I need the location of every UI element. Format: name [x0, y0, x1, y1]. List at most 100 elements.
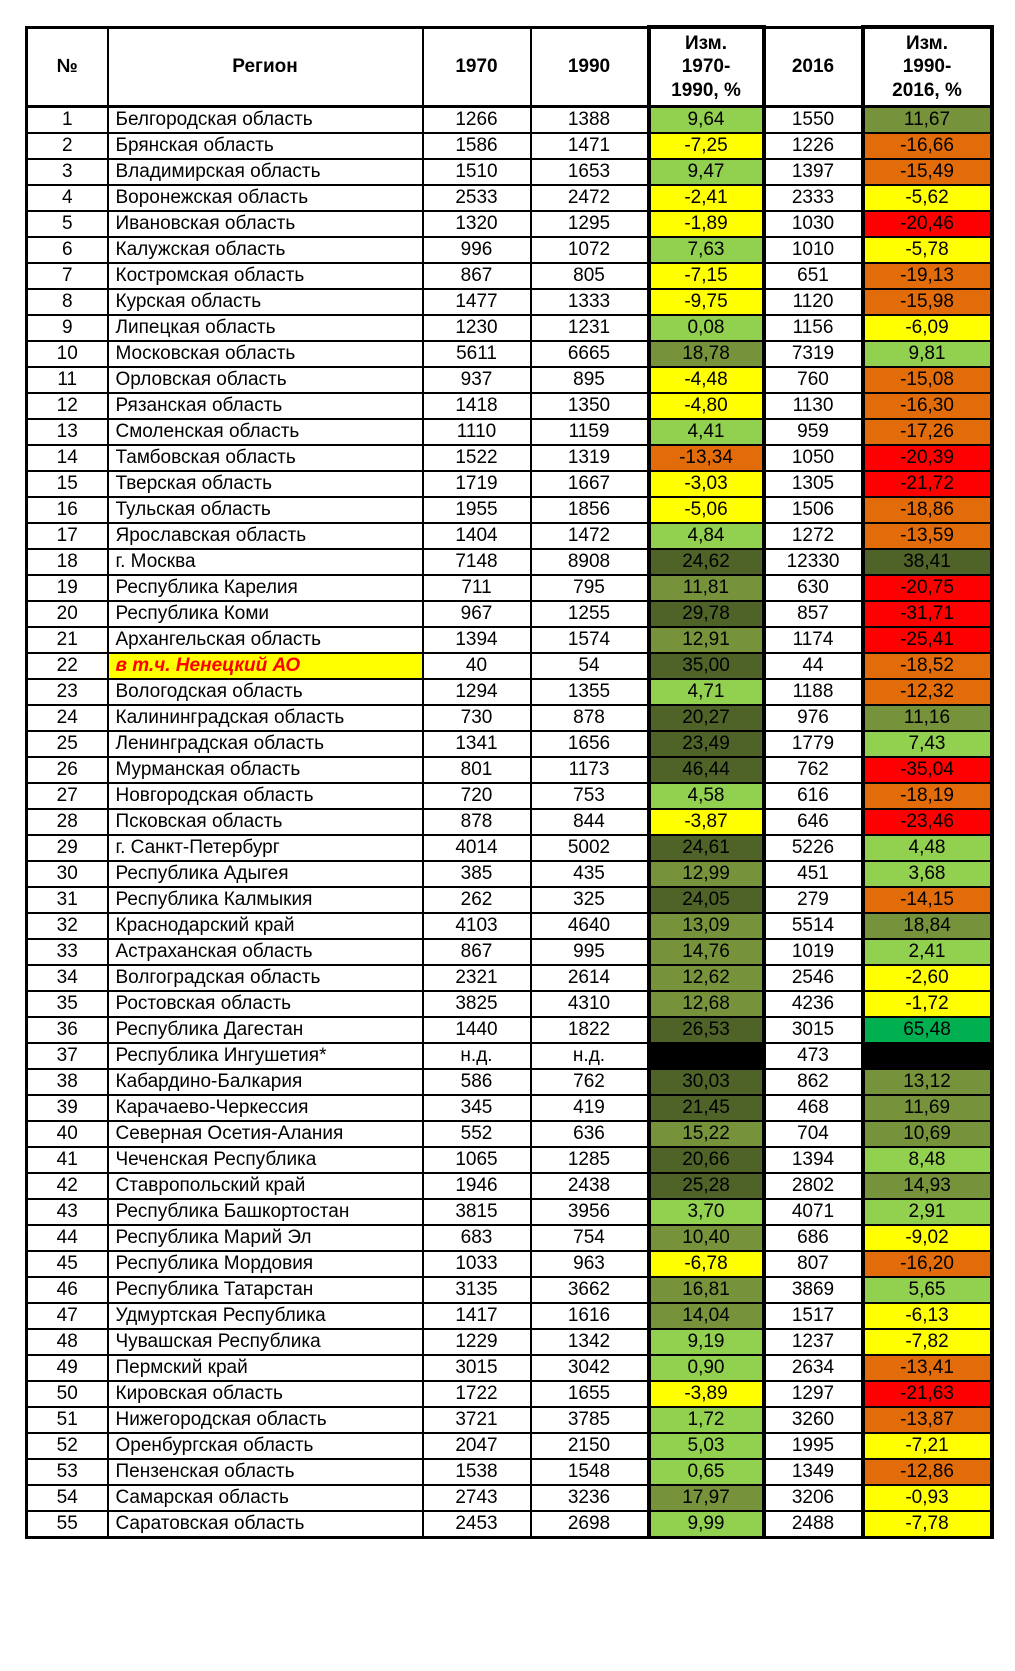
cell-chg-1970-1990: 24,62 [646, 548, 766, 576]
cell-chg-1990-2016: -16,66 [860, 132, 994, 160]
cell-region: Воронежская область [106, 184, 424, 212]
table-row: 26 Мурманская область 801 1173 46,44 762 -35,0… [25, 756, 994, 784]
table-row: 7 Костромская область 867 805 -7,15 651 -19,13 [25, 262, 994, 290]
table-row: 23 Вологодская область 1294 1355 4,71 1188 -12… [25, 678, 994, 706]
cell-chg-1990-2016 [860, 1042, 994, 1070]
cell-1970: 1946 [421, 1172, 532, 1200]
cell-chg-1990-2016: 38,41 [860, 548, 994, 576]
cell-1990: 2472 [529, 184, 650, 212]
cell-chg-1970-1990: 10,40 [646, 1224, 766, 1252]
cell-region: Архангельская область [106, 626, 424, 654]
cell-1990: 1350 [529, 392, 650, 420]
cell-1990: 1355 [529, 678, 650, 706]
cell-chg-1990-2016: -6,09 [860, 314, 994, 342]
cell-num: 46 [25, 1276, 109, 1304]
column-header-chg-1970-1990: Изм. 1970- 1990, % [646, 25, 766, 108]
table-row: 25 Ленинградская область 1341 1656 23,49 1779… [25, 730, 994, 758]
cell-num: 33 [25, 938, 109, 966]
cell-1970: 5611 [421, 340, 532, 368]
cell-chg-1990-2016: 18,84 [860, 912, 994, 940]
cell-region: Самарская область [106, 1484, 424, 1512]
cell-1970: 867 [421, 938, 532, 966]
cell-1990: 1616 [529, 1302, 650, 1330]
table-row: 27 Новгородская область 720 753 4,58 616 -18,1… [25, 782, 994, 810]
cell-chg-1970-1990: 16,81 [646, 1276, 766, 1304]
cell-2016: 1397 [762, 158, 864, 186]
cell-chg-1990-2016: 2,41 [860, 938, 994, 966]
cell-chg-1970-1990: 4,41 [646, 418, 766, 446]
cell-chg-1990-2016: -12,32 [860, 678, 994, 706]
cell-region: Республика Ингушетия* [106, 1042, 424, 1070]
cell-num: 47 [25, 1302, 109, 1330]
cell-num: 5 [25, 210, 109, 238]
cell-1970: 1229 [421, 1328, 532, 1356]
cell-chg-1990-2016: -2,60 [860, 964, 994, 992]
cell-2016: 1010 [762, 236, 864, 264]
cell-num: 2 [25, 132, 109, 160]
cell-1990: 844 [529, 808, 650, 836]
cell-1970: 345 [421, 1094, 532, 1122]
cell-chg-1970-1990: 9,99 [646, 1510, 766, 1539]
cell-2016: 686 [762, 1224, 864, 1252]
table-row: 11 Орловская область 937 895 -4,48 760 -15,08 [25, 366, 994, 394]
cell-chg-1970-1990: -13,34 [646, 444, 766, 472]
cell-chg-1970-1990: 20,66 [646, 1146, 766, 1174]
cell-2016: 44 [762, 652, 864, 680]
cell-chg-1970-1990: 5,03 [646, 1432, 766, 1460]
cell-1970: 1404 [421, 522, 532, 550]
cell-2016: 5514 [762, 912, 864, 940]
cell-1990: 3956 [529, 1198, 650, 1226]
cell-num: 24 [25, 704, 109, 732]
cell-region: Курская область [106, 288, 424, 316]
cell-chg-1990-2016: -13,59 [860, 522, 994, 550]
cell-1970: 878 [421, 808, 532, 836]
cell-num: 52 [25, 1432, 109, 1460]
cell-1990: 5002 [529, 834, 650, 862]
table-row: 3 Владимирская область 1510 1653 9,47 1397 -15… [25, 158, 994, 186]
cell-2016: 3015 [762, 1016, 864, 1044]
cell-chg-1990-2016: 14,93 [860, 1172, 994, 1200]
cell-2016: 1995 [762, 1432, 864, 1460]
cell-chg-1990-2016: -5,78 [860, 236, 994, 264]
cell-2016: 862 [762, 1068, 864, 1096]
cell-1970: 552 [421, 1120, 532, 1148]
cell-1970: 1320 [421, 210, 532, 238]
cell-chg-1970-1990: 29,78 [646, 600, 766, 628]
cell-chg-1990-2016: -0,93 [860, 1484, 994, 1512]
cell-1970: 711 [421, 574, 532, 602]
cell-2016: 2546 [762, 964, 864, 992]
table-row: 8 Курская область 1477 1333 -9,75 1120 -15,98 [25, 288, 994, 316]
cell-num: 23 [25, 678, 109, 706]
cell-1970: н.д. [421, 1042, 532, 1070]
cell-2016: 3869 [762, 1276, 864, 1304]
cell-num: 1 [25, 105, 109, 134]
cell-region: Республика Марий Эл [106, 1224, 424, 1252]
cell-chg-1970-1990: 4,84 [646, 522, 766, 550]
cell-region: Республика Калмыкия [106, 886, 424, 914]
cell-1990: 419 [529, 1094, 650, 1122]
cell-chg-1990-2016: -7,21 [860, 1432, 994, 1460]
cell-1970: 4103 [421, 912, 532, 940]
cell-2016: 1030 [762, 210, 864, 238]
cell-2016: 1156 [762, 314, 864, 342]
table-row: 21 Архангельская область 1394 1574 12,91 1174… [25, 626, 994, 654]
cell-chg-1970-1990: 9,19 [646, 1328, 766, 1356]
cell-chg-1990-2016: -19,13 [860, 262, 994, 290]
column-header-1970: 1970 [421, 26, 532, 108]
cell-chg-1970-1990: 7,63 [646, 236, 766, 264]
header-row: № Регион 1970 1990 Изм. 1970- 1990, % 20… [25, 25, 994, 108]
page: № Регион 1970 1990 Изм. 1970- 1990, % 20… [25, 25, 994, 1539]
cell-chg-1970-1990: -7,25 [646, 132, 766, 160]
cell-num: 12 [25, 392, 109, 420]
cell-1990: 1285 [529, 1146, 650, 1174]
cell-region: Кировская область [106, 1380, 424, 1408]
cell-2016: 646 [762, 808, 864, 836]
cell-1990: 795 [529, 574, 650, 602]
cell-num: 15 [25, 470, 109, 498]
cell-1990: 2150 [529, 1432, 650, 1460]
cell-1990: 1333 [529, 288, 650, 316]
cell-chg-1990-2016: 11,67 [860, 105, 994, 134]
cell-1990: 805 [529, 262, 650, 290]
cell-chg-1970-1990: 24,05 [646, 886, 766, 914]
cell-chg-1970-1990: 4,71 [646, 678, 766, 706]
